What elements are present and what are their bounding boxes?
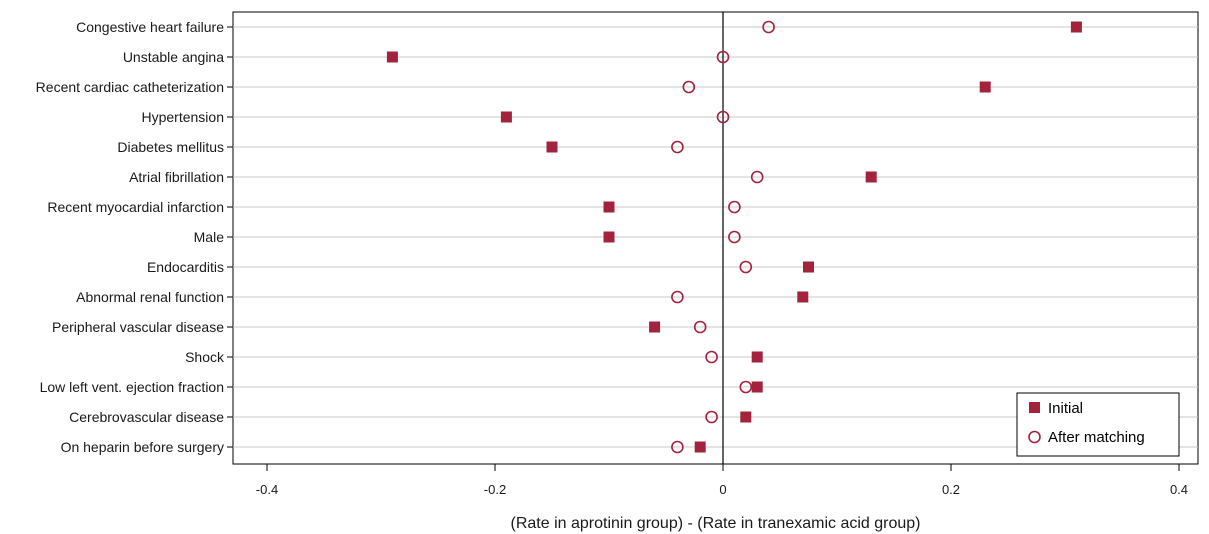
point-initial — [603, 201, 615, 213]
data-points — [386, 20, 1082, 454]
legend-label-after-matching: After matching — [1048, 429, 1145, 446]
point-initial — [740, 411, 752, 423]
y-tick-label: Congestive heart failure — [76, 19, 224, 35]
point-initial — [546, 141, 558, 153]
x-tick-label: 0 — [719, 482, 726, 497]
x-tick-label: -0.2 — [484, 482, 506, 497]
point-after-matching — [693, 320, 707, 334]
point-initial — [694, 441, 706, 453]
point-after-matching — [671, 290, 684, 304]
x-tick-label: 0.2 — [942, 482, 960, 497]
x-tick-label: -0.4 — [256, 482, 278, 497]
y-tick-label: Atrial fibrillation — [129, 169, 224, 185]
y-tick-label: Shock — [185, 349, 225, 365]
y-tick-label: Peripheral vascular disease — [52, 319, 224, 335]
legend-label-initial: Initial — [1048, 400, 1083, 417]
point-after-matching — [671, 140, 684, 154]
y-tick-label: Abnormal renal function — [76, 289, 224, 305]
point-initial — [979, 81, 991, 93]
point-after-matching — [716, 110, 730, 124]
y-tick-label: On heparin before surgery — [61, 439, 224, 455]
point-after-matching — [762, 20, 775, 34]
y-tick-label: Cerebrovascular disease — [69, 409, 224, 425]
y-tick-label: Unstable angina — [123, 49, 224, 65]
point-initial — [803, 261, 814, 273]
point-initial — [751, 351, 763, 363]
point-after-matching — [739, 380, 753, 394]
point-after-matching — [682, 80, 696, 94]
gridlines — [233, 26, 1198, 448]
point-initial — [1070, 21, 1082, 33]
y-tick-label: Hypertension — [142, 109, 225, 125]
point-after-matching — [728, 200, 741, 214]
x-tick-label: 0.4 — [1170, 482, 1188, 497]
legend-marker-initial — [1029, 402, 1040, 413]
point-initial — [603, 231, 615, 243]
point-initial — [649, 321, 661, 333]
y-tick-label: Endocarditis — [147, 259, 224, 275]
point-initial — [797, 291, 809, 303]
point-after-matching — [728, 230, 741, 244]
y-tick-label: Recent myocardial infarction — [47, 199, 224, 215]
y-tick-label: Low left vent. ejection fraction — [40, 379, 224, 395]
point-initial — [751, 381, 763, 393]
point-initial — [500, 111, 512, 123]
point-initial — [865, 171, 877, 183]
legend: Initial After matching — [1016, 392, 1180, 457]
x-axis-title: (Rate in aprotinin group) - (Rate in tra… — [511, 515, 921, 532]
y-axis: Congestive heart failure Unstable angina R… — [36, 19, 233, 455]
point-after-matching — [705, 410, 718, 424]
point-after-matching — [716, 50, 730, 64]
point-after-matching — [705, 350, 718, 364]
point-initial — [386, 51, 398, 63]
y-tick-label: Recent cardiac catheterization — [36, 79, 224, 95]
y-tick-label: Male — [194, 229, 225, 245]
legend-box — [1016, 392, 1180, 457]
point-after-matching — [671, 440, 684, 454]
x-axis: -0.4 -0.2 0 0.2 0.4 — [256, 464, 1188, 497]
y-tick-label: Diabetes mellitus — [117, 139, 224, 155]
legend-marker-after-matching — [1028, 430, 1041, 444]
point-after-matching — [739, 260, 753, 274]
point-after-matching — [750, 170, 764, 184]
